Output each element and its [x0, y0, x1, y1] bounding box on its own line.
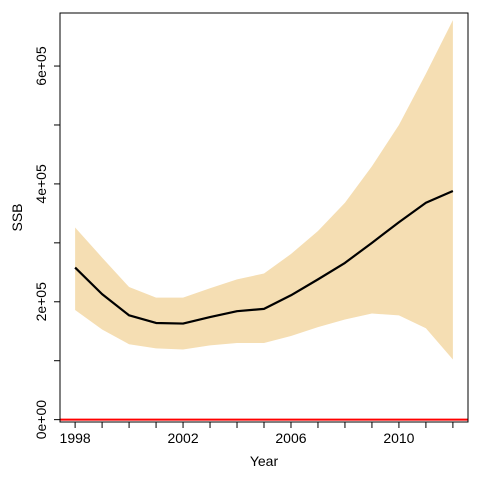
- x-tick-label: 1998: [60, 430, 91, 446]
- confidence-band-layer: [75, 20, 453, 360]
- y-axis-title: SSB: [9, 203, 25, 231]
- x-tick-label: 2006: [275, 430, 306, 446]
- y-tick-label: 2e+05: [33, 282, 49, 322]
- x-tick-label: 2010: [383, 430, 414, 446]
- y-tick-label: 0e+00: [33, 400, 49, 440]
- y-tick-label: 6e+05: [33, 46, 49, 86]
- confidence-band: [75, 20, 453, 360]
- series-line-0: [74, 189, 454, 325]
- y-axis: 0e+00 2e+05 4e+05 6e+05: [33, 46, 60, 439]
- series-layer: [74, 189, 454, 325]
- y-tick-label: 4e+05: [33, 164, 49, 204]
- x-axis: 1998 2002 2006 2010: [60, 422, 454, 446]
- x-axis-title: Year: [250, 453, 279, 469]
- x-tick-label: 2002: [167, 430, 198, 446]
